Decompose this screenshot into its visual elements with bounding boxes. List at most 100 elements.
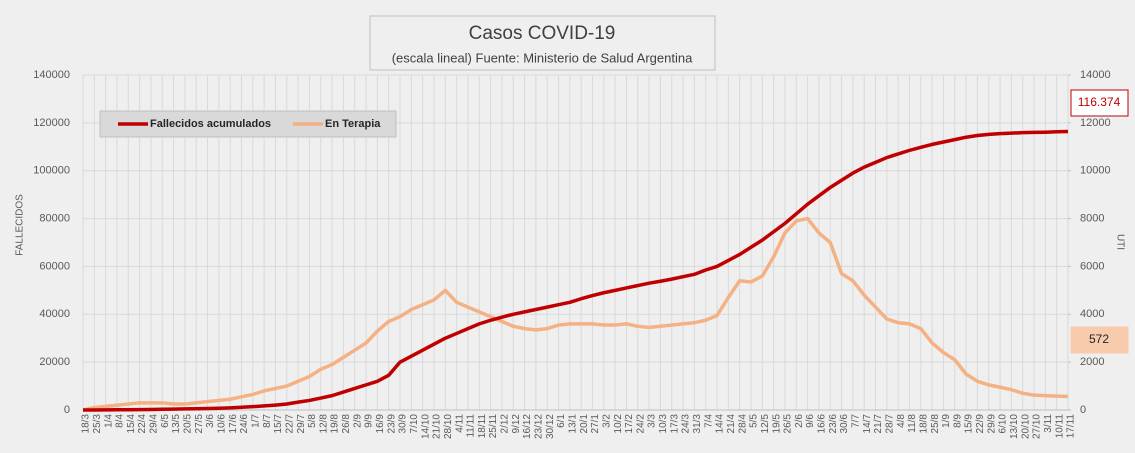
x-tick-label: 14/4	[715, 414, 726, 434]
y2-tick-label: 8000	[1080, 212, 1104, 224]
x-tick-label: 3/2	[601, 414, 612, 428]
x-tick-label: 15/4	[126, 414, 137, 434]
x-tick-label: 10/2	[613, 414, 624, 434]
y2-tick-label: 6000	[1080, 260, 1104, 272]
x-tick-label: 8/9	[952, 414, 963, 428]
x-tick-label: 22/4	[137, 414, 148, 434]
x-tick-label: 6/10	[998, 414, 1009, 434]
chart-subtitle: (escala lineal) Fuente: Ministerio de Sa…	[392, 50, 693, 65]
x-tick-label: 24/6	[239, 414, 250, 434]
y2-tick-label: 10000	[1080, 165, 1111, 177]
x-tick-label: 15/7	[273, 414, 284, 434]
x-tick-label: 23/6	[828, 414, 839, 434]
x-tick-label: 25/11	[488, 414, 499, 439]
x-tick-label: 10/6	[217, 414, 228, 434]
x-tick-label: 21/4	[726, 414, 737, 434]
x-tick-label: 26/5	[783, 414, 794, 434]
x-tick-label: 1/7	[250, 414, 261, 428]
x-tick-label: 4/11	[454, 414, 465, 433]
x-tick-label: 18/11	[477, 414, 488, 439]
y-tick-label: 0	[64, 404, 70, 416]
y-tick-label: 100000	[33, 165, 70, 177]
legend-box	[99, 110, 397, 138]
x-tick-label: 14/10	[420, 414, 431, 439]
y-axis-label: FALLECIDOS	[15, 194, 26, 256]
x-tick-label: 6/1	[556, 414, 567, 428]
annotation-box	[1070, 89, 1129, 117]
x-tick-label: 27/10	[1032, 414, 1043, 439]
x-tick-label: 10/3	[658, 414, 669, 434]
x-tick-label: 3/6	[205, 414, 216, 428]
x-tick-label: 12/8	[318, 414, 329, 434]
y-tick-label: 120000	[33, 117, 70, 129]
x-tick-label: 16/12	[522, 414, 533, 439]
x-tick-label: 21/10	[432, 414, 443, 439]
x-tick-label: 23/9	[386, 414, 397, 434]
chart-title: Casos COVID-19	[469, 23, 616, 44]
x-tick-label: 3/11	[1043, 414, 1054, 433]
x-tick-label: 17/11	[1066, 414, 1077, 439]
x-tick-label: 1/4	[103, 414, 114, 428]
x-tick-label: 22/7	[284, 414, 295, 434]
legend-label: Fallecidos acumulados	[150, 118, 271, 130]
y-tick-label: 80000	[39, 212, 70, 224]
x-tick-label: 27/1	[590, 414, 601, 434]
x-tick-label: 24/2	[635, 414, 646, 434]
y-tick-label: 40000	[39, 308, 70, 320]
x-tick-label: 7/10	[409, 414, 420, 434]
x-tick-label: 21/7	[873, 414, 884, 434]
y-tick-label: 140000	[33, 69, 70, 81]
x-tick-label: 20/10	[1020, 414, 1031, 439]
y2-tick-label: 2000	[1080, 356, 1104, 368]
x-tick-label: 20/5	[183, 414, 194, 434]
x-tick-label: 29/9	[986, 414, 997, 434]
y2-tick-label: 0	[1080, 404, 1086, 416]
legend-label: En Terapia	[325, 118, 381, 130]
x-tick-label: 15/9	[964, 414, 975, 434]
x-tick-label: 12/5	[760, 414, 771, 434]
x-tick-label: 13/5	[171, 414, 182, 434]
x-tick-label: 6/5	[160, 414, 171, 428]
x-tick-label: 7/7	[851, 414, 862, 428]
x-tick-label: 17/3	[669, 414, 680, 434]
x-tick-label: 26/8	[341, 414, 352, 434]
x-tick-label: 28/10	[443, 414, 454, 439]
x-tick-label: 28/4	[737, 414, 748, 434]
y2-tick-label: 12000	[1080, 117, 1111, 129]
x-tick-label: 17/6	[228, 414, 239, 434]
x-tick-label: 19/5	[771, 414, 782, 434]
title-box	[369, 15, 716, 71]
x-tick-label: 4/8	[896, 414, 907, 428]
x-tick-label: 30/9	[398, 414, 409, 434]
x-tick-label: 2/9	[352, 414, 363, 428]
x-tick-label: 17/2	[624, 414, 635, 434]
annotation-label: 572	[1089, 332, 1109, 346]
x-tick-label: 9/6	[805, 414, 816, 428]
y2-tick-label: 4000	[1080, 308, 1104, 320]
annotation-box	[1070, 326, 1129, 354]
y2-tick-label: 14000	[1080, 69, 1111, 81]
x-tick-label: 10/11	[1054, 414, 1065, 439]
legend: Fallecidos acumulados En Terapia	[99, 110, 397, 138]
y-tick-label: 20000	[39, 356, 70, 368]
x-tick-label: 28/7	[884, 414, 895, 434]
x-tick-label: 11/11	[466, 414, 477, 438]
x-tick-label: 8/7	[262, 414, 273, 428]
x-tick-label: 29/7	[296, 414, 307, 434]
x-tick-label: 22/9	[975, 414, 986, 434]
x-tick-label: 1/9	[941, 414, 952, 428]
x-tick-label: 5/5	[749, 414, 760, 428]
x-tick-label: 13/1	[567, 414, 578, 434]
series-line	[82, 216, 1069, 412]
x-tick-label: 19/8	[330, 414, 341, 434]
x-tick-label: 11/8	[907, 414, 918, 433]
x-tick-label: 5/8	[307, 414, 318, 428]
x-tick-label: 16/9	[375, 414, 386, 434]
x-tick-label: 7/4	[703, 414, 714, 428]
x-tick-label: 31/3	[692, 414, 703, 434]
y-tick-label: 60000	[39, 260, 70, 272]
x-tick-label: 24/3	[681, 414, 692, 434]
y2-axis-label: UTI	[1114, 234, 1125, 250]
x-tick-label: 30/6	[839, 414, 850, 434]
x-tick-label: 30/12	[545, 414, 556, 439]
